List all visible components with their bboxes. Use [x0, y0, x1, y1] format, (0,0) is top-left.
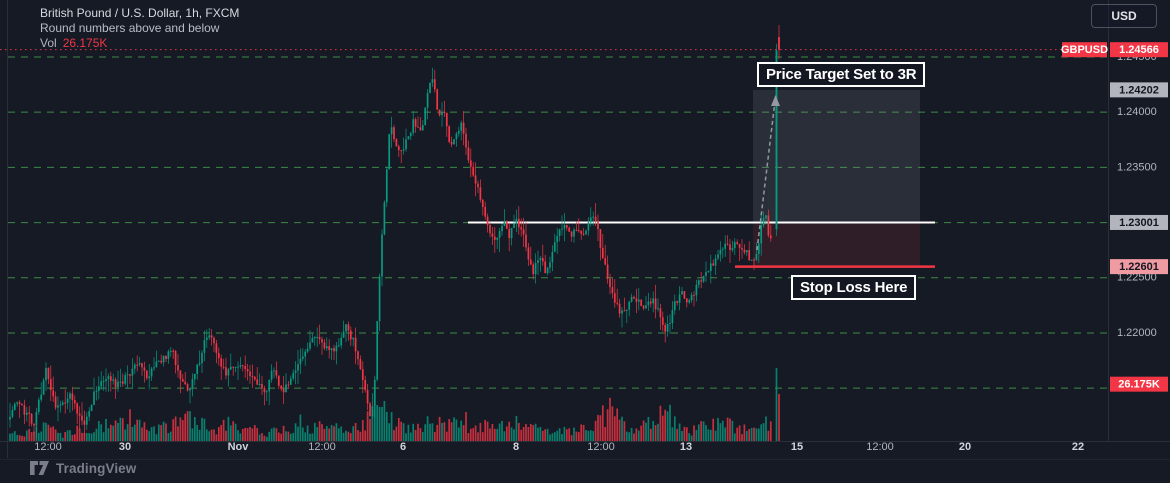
- candles: [9, 24, 780, 439]
- stop-loss-label[interactable]: Stop Loss Here: [791, 275, 917, 300]
- time-tick: 6: [400, 441, 406, 453]
- entry-price-badge-bg: [1110, 214, 1168, 230]
- target-price-badge: 1.24202: [1119, 84, 1159, 96]
- indicator-label[interactable]: Round numbers above and below: [40, 21, 220, 35]
- time-tick: 22: [1072, 441, 1084, 453]
- time-tick: 15: [791, 441, 803, 453]
- price-tick: 1.22500: [1117, 272, 1157, 284]
- symbol-badge-bg: [1062, 42, 1107, 58]
- time-tick: 30: [119, 441, 131, 453]
- time-tick: Nov: [228, 441, 250, 453]
- price-tick: 1.22000: [1117, 327, 1157, 339]
- time-tick: 12:00: [587, 441, 615, 453]
- trend-arrow[interactable]: [756, 96, 777, 251]
- currency-unit-button[interactable]: USD: [1091, 4, 1157, 28]
- round-number-lines: [8, 56, 1108, 389]
- stop-price-badge: 1.22601: [1119, 261, 1159, 273]
- last-price-badge-bg: [1110, 42, 1168, 58]
- loss-zone: [753, 222, 920, 267]
- time-tick: 20: [959, 441, 971, 453]
- volume-legend: Vol 26.175K: [40, 36, 239, 51]
- tradingview-logo-icon: [30, 461, 49, 475]
- tradingview-logo[interactable]: TradingView: [30, 461, 136, 476]
- volume-value: 26.175K: [62, 36, 108, 50]
- volume-bars: [9, 368, 780, 441]
- price-tick: 1.23500: [1117, 161, 1157, 173]
- tradingview-logo-text: TradingView: [56, 461, 137, 476]
- time-tick: 8: [513, 441, 519, 453]
- price-axis[interactable]: 1.245001.240001.235001.225001.220001.242…: [1061, 42, 1168, 392]
- volume-badge-bg: [1110, 376, 1168, 392]
- entry-price-badge: 1.23001: [1119, 217, 1159, 229]
- volume-label: Vol: [40, 36, 57, 50]
- trend-arrow-head: [771, 95, 780, 106]
- target-price-badge-bg: [1110, 82, 1168, 98]
- symbol-title[interactable]: British Pound / U.S. Dollar, 1h, FXCM: [40, 6, 240, 20]
- price-tick: 1.24000: [1117, 106, 1157, 118]
- time-tick: 12:00: [34, 441, 62, 453]
- profit-zone: [753, 89, 920, 223]
- long-position-tool[interactable]: [468, 89, 935, 268]
- symbol-badge: GBPUSD: [1061, 44, 1108, 56]
- stop-price-badge-bg: [1110, 259, 1168, 275]
- time-axis[interactable]: 12:00 30 Nov 12:00 6 8 12:00 13 15 12:00 20 22: [34, 441, 1084, 453]
- volume-badge: 26.175K: [1118, 379, 1160, 391]
- time-tick: 13: [680, 441, 692, 453]
- chart-legend: British Pound / U.S. Dollar, 1h, FXCM Ro…: [40, 6, 239, 51]
- time-tick: 12:00: [308, 441, 336, 453]
- price-target-label[interactable]: Price Target Set to 3R: [757, 62, 926, 87]
- last-price-badge: 1.24566: [1119, 44, 1159, 56]
- time-tick: 12:00: [866, 441, 894, 453]
